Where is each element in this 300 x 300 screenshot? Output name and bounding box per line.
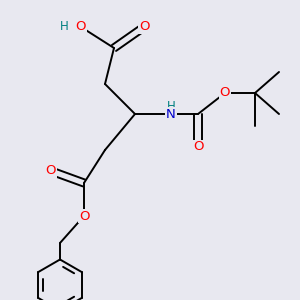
Text: O: O [76,20,86,34]
Text: O: O [193,140,203,154]
Text: N: N [166,107,176,121]
Text: H: H [167,100,176,113]
Text: H: H [60,20,69,34]
Text: O: O [220,86,230,100]
Text: O: O [46,164,56,178]
Text: O: O [79,209,89,223]
Text: O: O [139,20,149,34]
